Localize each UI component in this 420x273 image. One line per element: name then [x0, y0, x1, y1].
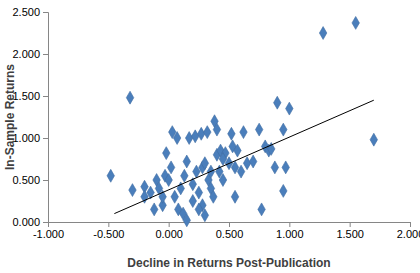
scatter-point	[255, 123, 262, 136]
scatter-point	[249, 155, 256, 168]
chart: -1.000-0.5000.0000.5001.0001.5002.0000.0…	[0, 0, 420, 273]
scatter-point	[210, 190, 217, 203]
y-tick-label: 0.000	[12, 216, 40, 228]
x-tick-mark	[350, 222, 351, 227]
y-tick-mark	[43, 180, 48, 181]
y-tick: 1.000	[12, 132, 48, 144]
scatter-point	[319, 27, 326, 40]
scatter-point	[189, 195, 196, 208]
scatter-point	[282, 161, 289, 174]
x-tick-label: 0.000	[155, 228, 183, 240]
scatter-point	[165, 174, 172, 187]
x-tick: 0.000	[155, 222, 183, 240]
y-tick-mark	[43, 96, 48, 97]
y-tick: 0.000	[12, 216, 48, 228]
scatter-point	[129, 184, 136, 197]
x-tick-mark	[289, 222, 290, 227]
scatter-point	[198, 127, 205, 140]
x-tick-label: 0.500	[216, 228, 244, 240]
scatter-point	[286, 102, 293, 115]
y-tick-label: 0.500	[12, 174, 40, 186]
scatter-point	[167, 161, 174, 174]
x-tick-mark	[410, 222, 411, 227]
x-axis: -1.000 -0.500 0.000 0.500 1.000 1.500 2.000	[33, 222, 420, 240]
scatter-point	[173, 132, 180, 145]
x-tick: 0.500	[216, 222, 244, 240]
x-tick-label: 1.000	[276, 228, 304, 240]
scatter-point	[126, 91, 133, 104]
scatter-point	[271, 161, 278, 174]
scatter-point	[163, 147, 170, 160]
y-tick: 1.500	[12, 90, 48, 102]
scatter-point	[219, 174, 226, 187]
scatter-point	[258, 203, 265, 216]
y-tick-mark	[43, 222, 48, 223]
x-tick-label: 2.000	[397, 228, 420, 240]
y-tick: 2.500	[12, 6, 48, 18]
scatter-point	[274, 96, 281, 109]
y-axis: 0.000 0.500 1.000 1.500 2.000 2.500	[12, 6, 48, 228]
y-axis-line	[43, 13, 49, 223]
scatter-point	[228, 127, 235, 140]
scatter-point	[201, 157, 208, 170]
scatter-point	[150, 203, 157, 216]
x-tick-mark	[169, 222, 170, 227]
x-tick-label: -1.000	[33, 228, 64, 240]
scatter-point	[370, 133, 377, 146]
scatter-point	[185, 132, 192, 145]
x-axis-title: Decline in Returns Post-Publication	[127, 256, 330, 270]
scatter-point	[183, 155, 190, 168]
scatter-point	[181, 169, 188, 182]
scatter-point	[191, 130, 198, 143]
x-tick: -0.500	[93, 222, 124, 240]
x-tick: 1.500	[336, 222, 364, 240]
trend-line	[114, 100, 373, 213]
y-tick: 2.000	[12, 48, 48, 60]
y-axis-title: In-Sample Returns	[3, 64, 17, 170]
scatter-point	[183, 214, 190, 227]
x-tick-label: 1.500	[336, 228, 364, 240]
scatter-point	[201, 209, 208, 222]
x-tick-mark	[229, 222, 230, 227]
scatter-point	[240, 126, 247, 139]
scatter-point	[243, 157, 250, 170]
scatter-point	[219, 153, 226, 166]
scatter-point	[204, 126, 211, 139]
scatter-point	[231, 190, 238, 203]
x-tick-mark	[108, 222, 109, 227]
x-tick: 1.000	[276, 222, 304, 240]
plot-area	[107, 16, 377, 226]
y-tick-mark	[43, 138, 48, 139]
scatter-point	[352, 16, 359, 29]
y-tick-mark	[43, 12, 48, 13]
y-tick-label: 2.000	[12, 48, 40, 60]
y-tick-mark	[43, 54, 48, 55]
scatter-point	[107, 169, 114, 182]
scatter-point	[195, 203, 202, 216]
x-axis-line	[49, 223, 411, 228]
y-tick-label: 2.500	[12, 6, 40, 18]
scatter-point	[171, 190, 178, 203]
y-tick: 0.500	[12, 174, 48, 186]
scatter-point	[237, 165, 244, 178]
scatter-point	[280, 123, 287, 136]
x-tick-label: -0.500	[93, 228, 124, 240]
scatter-point	[280, 184, 287, 197]
scatter-point	[234, 144, 241, 157]
scatter-point	[213, 123, 220, 136]
scatter-point	[195, 186, 202, 199]
x-tick: 2.000	[397, 222, 420, 240]
